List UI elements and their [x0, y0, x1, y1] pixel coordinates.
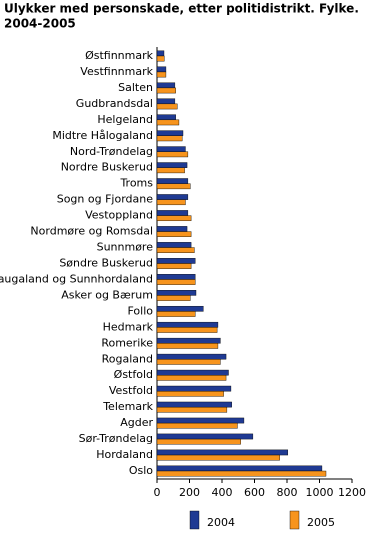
legend-swatch [189, 510, 200, 530]
y-tick-label: Vestoppland [85, 209, 153, 222]
legend-label: 2004 [207, 516, 235, 529]
bar [156, 406, 228, 413]
bar [156, 279, 196, 285]
bar [156, 167, 185, 174]
y-tick-label: Troms [119, 177, 153, 190]
bar [156, 178, 189, 184]
bar [156, 327, 218, 333]
bar [156, 50, 165, 57]
bar [156, 369, 229, 376]
bar [156, 311, 196, 317]
y-tick-label: Oslo [129, 464, 153, 477]
bar [156, 454, 280, 461]
bar [156, 98, 176, 105]
bar [156, 146, 186, 152]
x-tick-label: 800 [277, 486, 298, 499]
bar [156, 151, 189, 158]
bar [156, 290, 197, 296]
x-tick-label: 1000 [306, 486, 334, 499]
y-tick-label: Helgeland [97, 113, 153, 126]
x-tick-label: 600 [244, 486, 265, 499]
bar [156, 470, 327, 477]
y-tick-label: Sogn og Fjordane [57, 193, 154, 206]
y-tick-label: Nordre Buskerud [61, 161, 153, 174]
bar [156, 263, 192, 269]
y-tick-label: Haugaland og Sunnhordaland [0, 272, 153, 285]
bar [156, 226, 188, 232]
bar [156, 87, 176, 94]
bar [156, 82, 176, 89]
bar [156, 242, 192, 248]
bar [156, 422, 238, 429]
bar [156, 210, 189, 216]
bar [156, 337, 221, 344]
y-tick-label: Vestfold [109, 384, 153, 397]
y-tick-label: Sør-Trøndelag [79, 432, 153, 445]
y-tick-label: Romerike [101, 336, 153, 349]
bar [156, 55, 165, 62]
x-tick-label: 200 [179, 486, 200, 499]
y-tick-label: Hordaland [96, 448, 153, 461]
bar [156, 274, 196, 280]
chart-subtitle: 2004-2005 [4, 17, 76, 31]
bar [156, 103, 178, 110]
bar [156, 353, 227, 360]
y-tick-label: Østfinnmark [85, 49, 154, 62]
bar [156, 162, 188, 168]
bar [156, 231, 192, 237]
chart-title: Ulykker med personskade, etter politidis… [4, 2, 359, 16]
y-tick-label: Telemark [102, 400, 153, 413]
y-tick-label: Nord-Trøndelag [70, 145, 153, 158]
y-tick-label: Sunnmøre [97, 241, 154, 254]
bar [156, 385, 232, 392]
y-tick-label: Hedmark [103, 320, 154, 333]
bar [156, 465, 323, 472]
bar [156, 305, 204, 312]
bar [156, 135, 183, 142]
bar [156, 194, 189, 200]
bar [156, 119, 180, 126]
legend-swatch [289, 510, 300, 530]
bar [156, 183, 191, 190]
bar [156, 433, 254, 440]
bar [156, 417, 245, 424]
bar [156, 391, 224, 397]
legend-label: 2005 [307, 516, 335, 529]
bar [156, 438, 241, 445]
y-tick-label: Rogaland [102, 352, 153, 365]
bar [156, 359, 221, 365]
y-tick-label: Vestfinnmark [80, 65, 153, 78]
bar [156, 375, 227, 381]
y-tick-label: Agder [120, 416, 153, 429]
y-tick-label: Follo [127, 304, 153, 317]
bar [156, 295, 191, 301]
y-tick-label: Gudbrandsdal [76, 97, 153, 110]
y-tick-label: Midtre Hålogaland [52, 129, 153, 142]
y-tick-label: Nordmøre og Romsdal [30, 225, 153, 238]
bar [156, 199, 186, 206]
bar [156, 114, 176, 121]
bar [156, 215, 192, 222]
bar [156, 247, 195, 253]
y-tick-label: Østfold [114, 368, 153, 381]
y-tick-label: Salten [118, 81, 153, 94]
bar [156, 401, 232, 408]
x-tick-label: 1200 [338, 486, 366, 499]
bar [156, 71, 167, 78]
bar [156, 130, 184, 136]
x-tick-label: 0 [154, 486, 161, 499]
y-tick-label: Søndre Buskerud [59, 257, 153, 270]
bar [156, 258, 196, 264]
x-tick-label: 400 [212, 486, 233, 499]
bar [156, 343, 219, 349]
y-tick-label: Asker og Bærum [61, 288, 153, 301]
bar [156, 449, 289, 456]
bar [156, 66, 167, 73]
bar [156, 321, 219, 328]
